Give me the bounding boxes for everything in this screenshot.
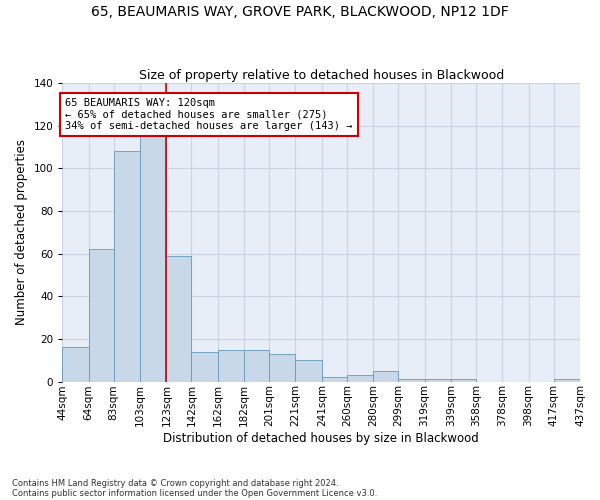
Bar (218, 350, 244, 382)
Bar (166, 256, 191, 382)
Bar (451, 380, 476, 382)
Bar (373, 371, 398, 382)
Text: Contains HM Land Registry data © Crown copyright and database right 2024.
Contai: Contains HM Land Registry data © Crown c… (12, 479, 377, 498)
Title: Size of property relative to detached houses in Blackwood: Size of property relative to detached ho… (139, 69, 504, 82)
Bar (244, 350, 269, 382)
Bar (191, 352, 218, 382)
Bar (295, 360, 322, 382)
X-axis label: Distribution of detached houses by size in Blackwood: Distribution of detached houses by size … (163, 432, 479, 445)
Bar (425, 380, 451, 382)
Text: 65 BEAUMARIS WAY: 120sqm
← 65% of detached houses are smaller (275)
34% of semi-: 65 BEAUMARIS WAY: 120sqm ← 65% of detach… (65, 98, 352, 132)
Bar (269, 354, 295, 382)
Bar (347, 375, 373, 382)
Bar (89, 250, 114, 382)
Bar (140, 132, 166, 382)
Bar (554, 380, 580, 382)
Bar (398, 380, 425, 382)
Bar (114, 152, 140, 382)
Text: 65, BEAUMARIS WAY, GROVE PARK, BLACKWOOD, NP12 1DF: 65, BEAUMARIS WAY, GROVE PARK, BLACKWOOD… (91, 5, 509, 19)
Y-axis label: Number of detached properties: Number of detached properties (15, 140, 28, 326)
Bar (62, 348, 89, 382)
Bar (322, 378, 347, 382)
